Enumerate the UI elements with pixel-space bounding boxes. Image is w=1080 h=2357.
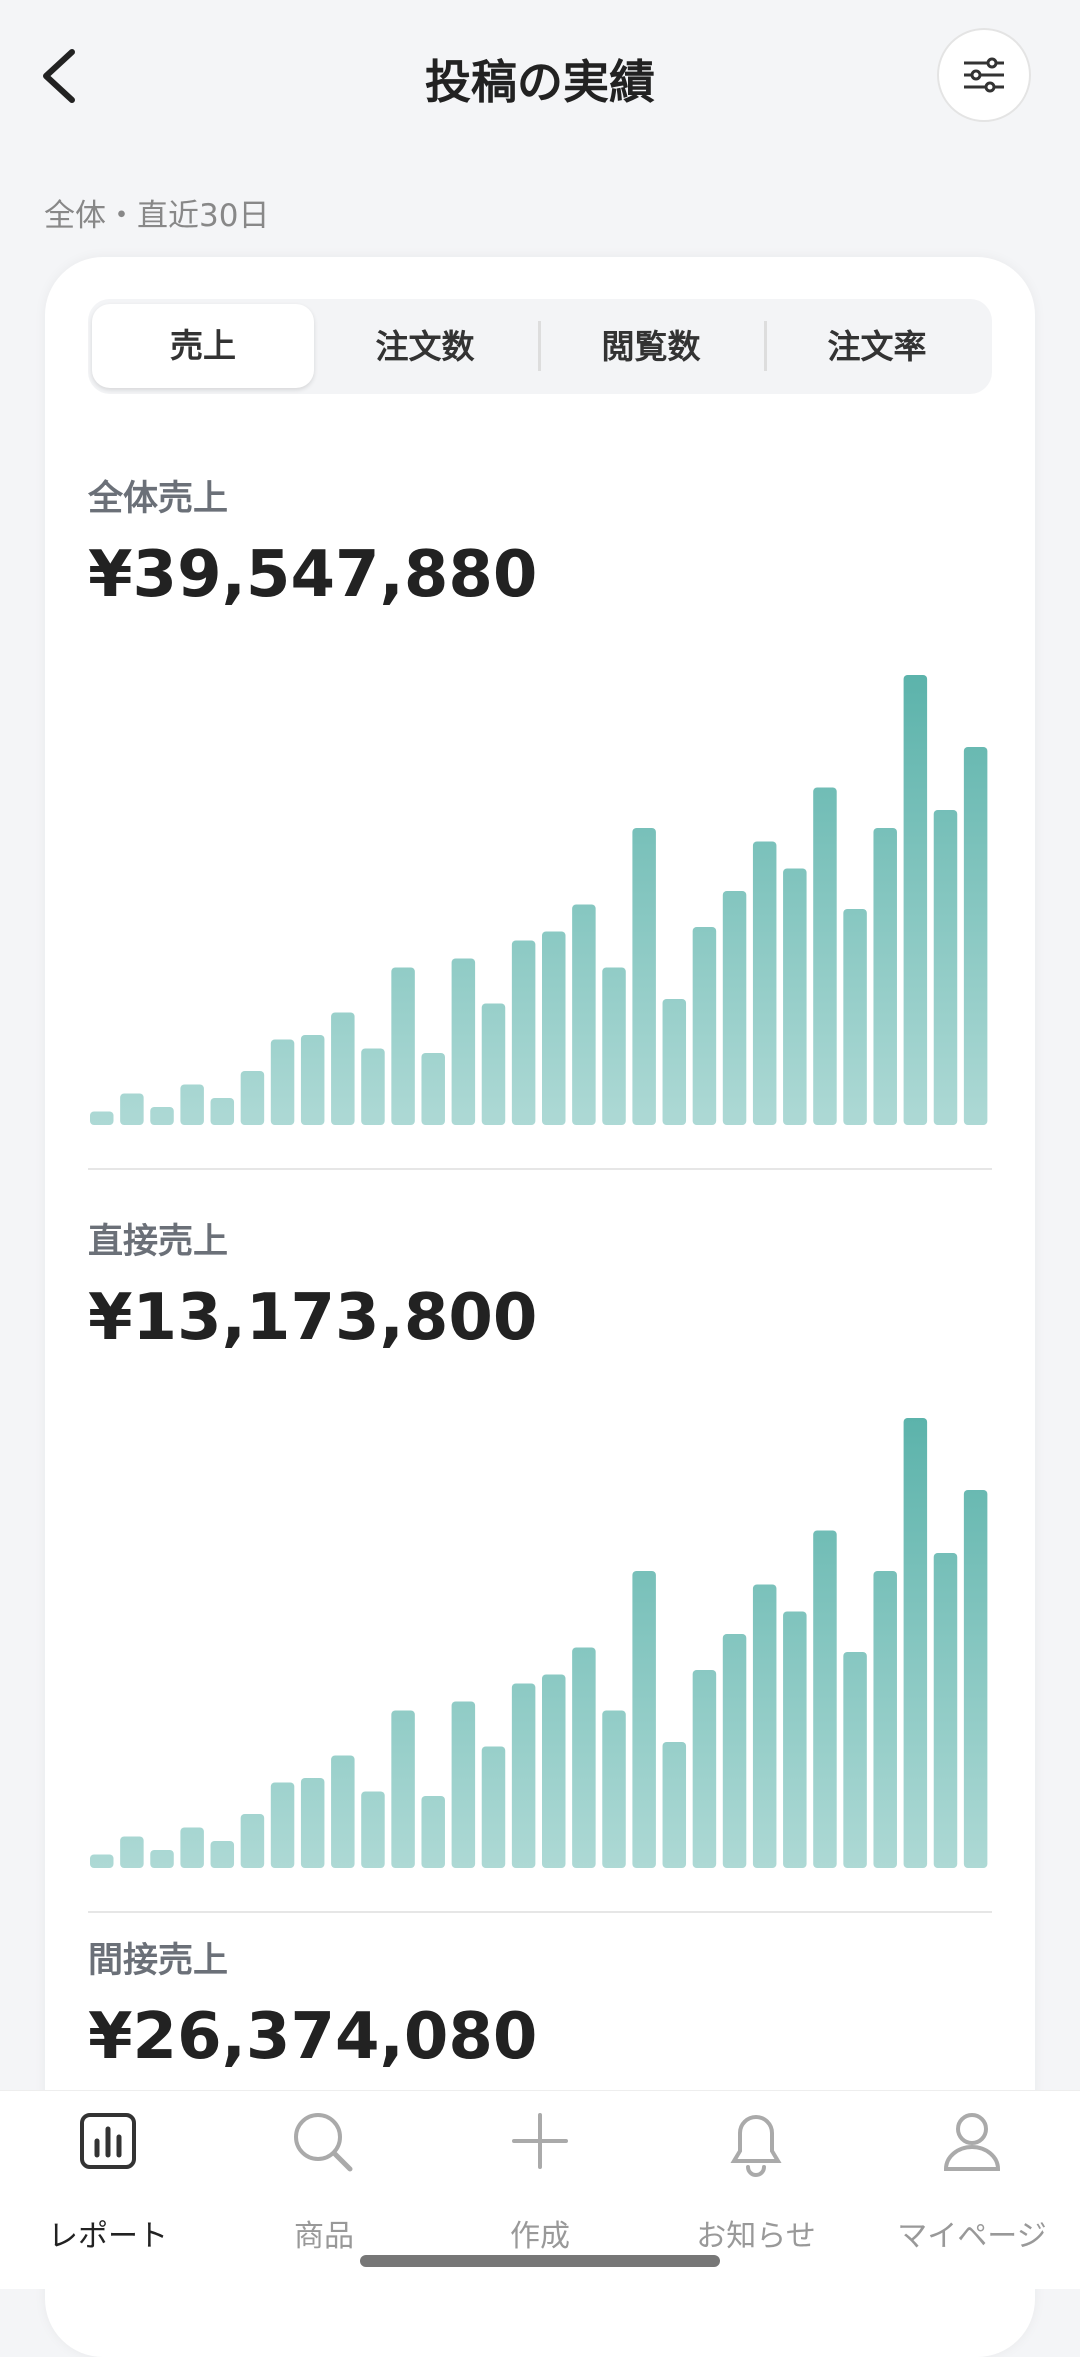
page: 投稿の実績 全体・直近30日 売上 注文数 閲覧数 注文率 全体売上 ¥39,547,8… [0, 27, 1080, 2357]
nav-label[interactable]: 商品 [294, 2219, 354, 2254]
bar [481, 1746, 506, 1868]
bar [210, 1841, 235, 1868]
bar [150, 1850, 174, 1868]
bar [240, 1071, 265, 1125]
bar [572, 1647, 596, 1868]
bar-chart [90, 1418, 988, 1868]
bar [300, 1035, 325, 1125]
divider [88, 1911, 992, 1913]
bar [451, 958, 476, 1125]
card [45, 257, 1035, 2357]
bar [873, 1571, 897, 1868]
bar [963, 747, 988, 1125]
tab[interactable]: 注文数 [375, 327, 475, 366]
bar [180, 1827, 204, 1868]
segmented-control: 売上 注文数 閲覧数 注文率 [88, 299, 992, 394]
tab[interactable]: 注文率 [827, 327, 927, 366]
filter-label: 全体・直近30日 [44, 198, 270, 234]
nav-label[interactable]: マイページ [897, 2219, 1047, 2254]
bar [180, 1084, 204, 1125]
bar [361, 1791, 385, 1868]
bar [90, 1854, 114, 1868]
bar [331, 1755, 355, 1868]
tab-separator [764, 321, 767, 371]
bar [240, 1814, 265, 1868]
bar [511, 1683, 536, 1868]
filter-button[interactable] [936, 27, 1032, 123]
bar [632, 1571, 656, 1868]
page-title: 投稿の実績 [425, 55, 655, 109]
bar [120, 1836, 144, 1868]
bar [632, 828, 656, 1125]
bar [210, 1098, 235, 1125]
bar [511, 940, 536, 1125]
bar [813, 1530, 837, 1868]
bar-chart [90, 675, 988, 1125]
bar [873, 828, 897, 1125]
nav-label[interactable]: お知らせ [696, 2219, 816, 2254]
bar [90, 1111, 114, 1125]
bar [752, 841, 777, 1125]
bar [150, 1107, 174, 1125]
bar [933, 1553, 958, 1868]
bar [813, 787, 837, 1125]
bar [963, 1490, 988, 1868]
section-amount: ¥13,173,800 [88, 1281, 538, 1355]
section-label: 間接売上 [88, 1941, 229, 1981]
bar [391, 967, 415, 1125]
tab[interactable]: 売上 [92, 304, 314, 388]
bar [722, 891, 747, 1125]
bar [421, 1053, 445, 1125]
bar [903, 1418, 928, 1868]
back-button[interactable] [34, 46, 84, 106]
bar [662, 999, 687, 1125]
section-label: 全体売上 [88, 479, 229, 519]
divider [88, 1168, 992, 1170]
bar [903, 675, 928, 1125]
section-amount: ¥39,547,880 [88, 538, 538, 612]
bar [270, 1039, 295, 1125]
bar [933, 810, 958, 1125]
bar [752, 1584, 777, 1868]
nav-icons [80, 2113, 1001, 2177]
bar [783, 868, 807, 1125]
tab-separator [538, 321, 541, 371]
bar [602, 1710, 626, 1868]
bar [300, 1778, 325, 1868]
bar [692, 1670, 717, 1868]
bar [270, 1782, 295, 1868]
bar [722, 1634, 747, 1868]
home-indicator [360, 2255, 720, 2267]
bar [391, 1710, 415, 1868]
bar [572, 904, 596, 1125]
nav-label[interactable]: 作成 [510, 2219, 570, 2254]
section-label: 直接売上 [88, 1222, 229, 1262]
bar [451, 1701, 476, 1868]
tab[interactable]: 閲覧数 [601, 327, 701, 366]
bar [602, 967, 626, 1125]
bar [331, 1012, 355, 1125]
bar [481, 1003, 506, 1125]
bar [542, 931, 566, 1125]
bar [421, 1796, 445, 1868]
bar [843, 909, 867, 1125]
bar [662, 1742, 687, 1868]
bar [542, 1674, 566, 1868]
nav-label[interactable]: レポート [48, 2219, 168, 2254]
bar [120, 1093, 144, 1125]
bar [783, 1611, 807, 1868]
bar [361, 1048, 385, 1125]
section-amount: ¥26,374,080 [88, 2000, 538, 2074]
bar [692, 927, 717, 1125]
bar [843, 1652, 867, 1868]
